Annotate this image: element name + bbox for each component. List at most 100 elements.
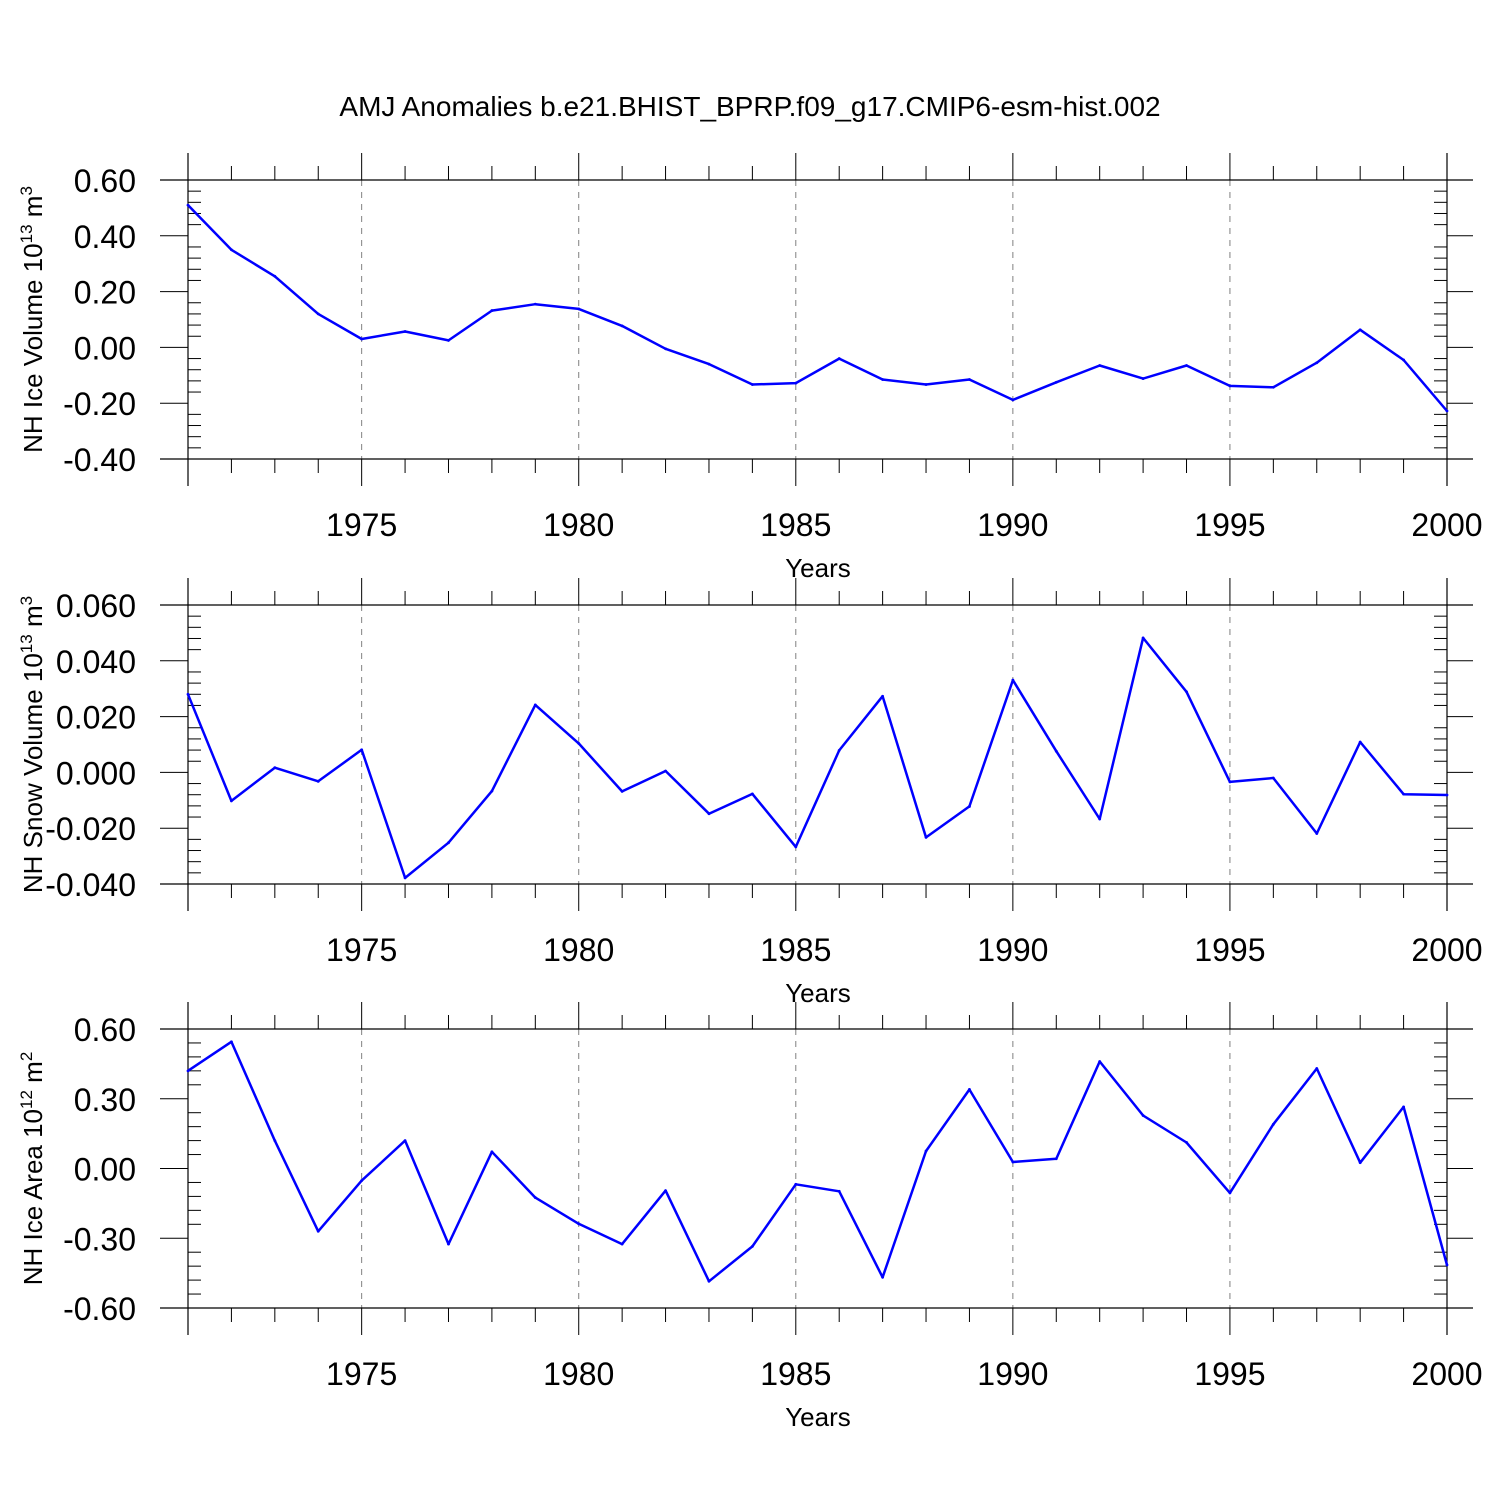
chart-panel-2: -0.040 -0.020 0.000 0.020 0.040 0.060 1975 1980…: [17, 578, 1483, 1008]
data-point: [664, 347, 667, 351]
data-point: [186, 203, 190, 207]
data-point: [1011, 678, 1015, 682]
data-point: [273, 274, 277, 278]
y-axis-label-unit-exponent: 3: [17, 186, 36, 195]
data-point: [1445, 409, 1449, 413]
data-point: [794, 845, 798, 849]
data-point: [1271, 1122, 1275, 1126]
y-axis-label: NH Snow Volume 1013 m3: [17, 596, 48, 893]
data-point: [968, 1088, 971, 1091]
data-point: [881, 694, 885, 698]
data-point: [1228, 384, 1232, 388]
data-point: [577, 741, 581, 745]
data-point: [1185, 1141, 1188, 1144]
data-point: [273, 766, 277, 770]
data-point: [447, 841, 450, 845]
data-point: [1141, 1114, 1145, 1117]
data-point: [1402, 1105, 1405, 1109]
data-point: [707, 812, 711, 816]
data-point: [1185, 690, 1188, 694]
x-tick-label: 1985: [760, 932, 831, 968]
data-point: [664, 769, 667, 773]
x-tick-label: 2000: [1411, 932, 1482, 968]
data-point: [230, 799, 233, 803]
data-point: [1098, 817, 1102, 821]
y-axis-label-unit-exponent: 3: [17, 596, 36, 605]
data-point: [1315, 361, 1319, 365]
x-tick-label: 2000: [1411, 507, 1482, 543]
data-point: [316, 779, 320, 783]
data-point: [360, 1179, 364, 1182]
data-point: [620, 789, 624, 793]
y-tick-label: -0.20: [63, 386, 136, 422]
data-point: [1228, 780, 1232, 784]
y-tick-label: 0.30: [74, 1082, 136, 1118]
data-point: [1098, 364, 1102, 367]
y-axis-label-unit-exponent: 2: [17, 1052, 36, 1061]
data-point: [403, 330, 407, 333]
y-tick-label: 0.00: [74, 1152, 136, 1188]
y-axis-label-unit: m: [18, 196, 48, 225]
data-point: [1141, 377, 1145, 381]
x-tick-label: 1980: [543, 1356, 614, 1392]
data-point: [1358, 1161, 1362, 1165]
data-point: [533, 703, 537, 707]
x-tick-label: 1985: [760, 1356, 831, 1392]
x-tick-label: 1975: [326, 932, 397, 968]
y-tick-label: 0.40: [74, 219, 136, 255]
data-point: [794, 381, 798, 385]
data-point: [447, 339, 450, 342]
data-point: [881, 1275, 885, 1279]
x-tick-label: 1980: [543, 932, 614, 968]
data-point: [837, 748, 841, 752]
data-point: [1271, 776, 1275, 780]
panels: -0.40 -0.20 0.00 0.20 0.40 0.60 1975 1980 1985 19…: [17, 153, 1483, 1432]
data-point: [1271, 385, 1275, 389]
data-point: [447, 1242, 450, 1246]
data-point: [577, 307, 581, 311]
data-point: [1054, 749, 1058, 753]
figure-title: AMJ Anomalies b.e21.BHIST_BPRP.f09_g17.C…: [339, 91, 1160, 122]
x-tick-label: 1975: [326, 1356, 397, 1392]
y-tick-label: 0.20: [74, 275, 136, 311]
data-point: [881, 378, 885, 381]
y-axis-label-unit: m: [18, 605, 48, 634]
data-point: [230, 248, 233, 252]
y-tick-label: 0.040: [56, 644, 136, 680]
y-axis-label: NH Ice Volume 1013 m3: [17, 186, 48, 453]
data-point: [924, 836, 928, 839]
data-point: [924, 1149, 928, 1153]
data-point: [1402, 792, 1405, 796]
data-point: [837, 357, 841, 360]
y-tick-label: 0.020: [56, 700, 136, 736]
series-line: [187, 1040, 1449, 1283]
chart-panel-3: -0.60 -0.30 0.00 0.30 0.60 1975 1980 1985 1990 19…: [17, 1002, 1483, 1432]
data-point: [316, 312, 320, 316]
data-point: [664, 1189, 667, 1192]
data-point: [1098, 1060, 1102, 1063]
data-point: [1315, 832, 1319, 835]
data-point: [924, 383, 928, 386]
data-point: [403, 876, 407, 880]
y-axis-label: NH Ice Area 1012 m2: [17, 1052, 48, 1286]
data-point: [750, 792, 754, 796]
x-axis-label: Years: [785, 1402, 851, 1432]
data-point: [316, 1229, 320, 1233]
x-axis-label: Years: [785, 553, 851, 583]
y-axis-label-main: NH Snow Volume 10: [18, 653, 48, 893]
y-tick-label: 0.60: [74, 1012, 136, 1048]
data-point: [794, 1182, 798, 1186]
data-point: [1054, 1157, 1058, 1161]
data-point: [403, 1139, 407, 1142]
x-tick-label: 1995: [1194, 1356, 1265, 1392]
y-axis-label-unit: m: [18, 1061, 48, 1090]
data-point: [360, 337, 364, 341]
data-point: [837, 1189, 841, 1193]
y-tick-label: -0.020: [45, 811, 136, 847]
data-point: [750, 383, 754, 386]
data-point: [273, 1139, 277, 1142]
data-point: [1011, 1160, 1015, 1164]
data-point: [1445, 1263, 1449, 1267]
data-point: [1358, 328, 1362, 332]
